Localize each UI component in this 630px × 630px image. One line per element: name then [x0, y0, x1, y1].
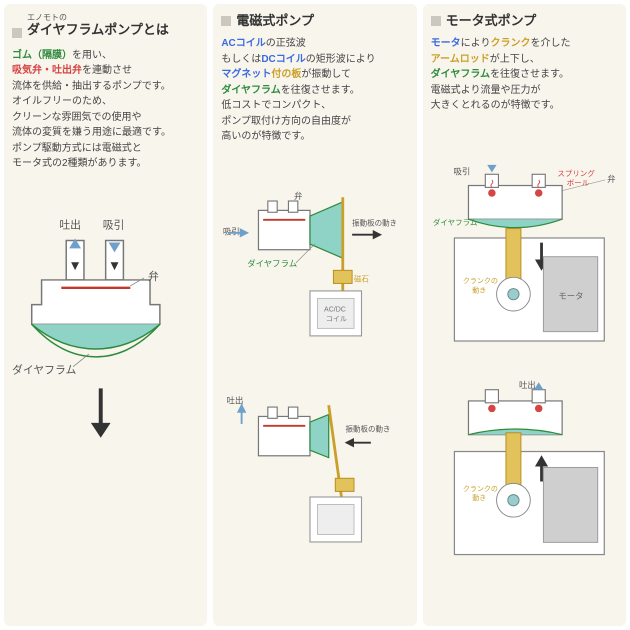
kw-armrod: アームロッド	[431, 54, 490, 65]
title: 電磁式ポンプ	[236, 14, 314, 28]
diagram-electromagnetic: 弁 吸引 ダイヤフラム 磁石	[221, 153, 408, 616]
kw-gum: ゴム（隔膜）	[12, 50, 72, 61]
kw-crank: クランク	[490, 38, 530, 49]
body-txt2: を連動させ 流体を供給・抽出するポンプです。 オイルフリーのため、 クリーンな雰…	[12, 65, 171, 169]
svg-text:コイル: コイル	[326, 315, 347, 323]
svg-text:モータ: モータ	[558, 291, 583, 301]
svg-text:AC/DC: AC/DC	[324, 306, 346, 313]
arrow-down-big-icon	[91, 422, 111, 437]
title-square-icon	[221, 16, 231, 26]
t3: が上下し、	[490, 54, 540, 65]
svg-text:磁石: 磁石	[354, 273, 369, 283]
magnet-block	[334, 270, 353, 283]
label-kyuin: 吸引	[103, 217, 125, 231]
pre-title: エノモトの	[27, 14, 169, 22]
svg-text:動き: 動き	[472, 493, 486, 502]
t2: の矩形波により	[306, 54, 376, 65]
t3: が振動して	[301, 69, 351, 80]
column-motor: モータ式ポンプ モータによりクランクを介した アームロッドが上下し、 ダイヤフラ…	[423, 4, 626, 626]
title-square-icon	[12, 28, 22, 38]
svg-text:クランクの: クランクの	[463, 485, 498, 493]
diagram-diaphragm-basic: 吐出 吸引 弁 ダイヤフラム	[12, 180, 199, 617]
kw-dccoil: DCコイル	[261, 54, 305, 65]
svg-text:スプリング: スプリング	[557, 168, 595, 178]
svg-text:吐出: 吐出	[519, 380, 536, 390]
svg-text:振動板の動き: 振動板の動き	[352, 217, 397, 227]
diaphragm-shape	[32, 324, 160, 349]
column-electromagnetic: 電磁式ポンプ ACコイルの正弦波 もしくはDCコイルの矩形波により マグネット付…	[213, 4, 416, 626]
kw-magnet: マグネット	[221, 69, 271, 80]
kw-diaphragm: ダイヤフラム	[431, 69, 490, 80]
label-valve: 弁	[148, 268, 159, 282]
diagram-motor: 吸引 スプリング ボール 弁 ダイヤフラム	[431, 122, 618, 616]
label-diaphragm: ダイヤフラム	[12, 362, 76, 376]
diaphragm-cone	[310, 202, 343, 258]
svg-text:弁: 弁	[294, 191, 302, 201]
column-diaphragm-intro: エノモトの ダイヤフラムポンプとは ゴム（隔膜）を用い、 吸気弁・吐出弁を連動さ…	[4, 4, 207, 626]
body-text: ゴム（隔膜）を用い、 吸気弁・吐出弁を連動させ 流体を供給・抽出するポンプです。…	[12, 48, 199, 172]
kw-valves: 吸気弁・吐出弁	[12, 65, 82, 76]
body-text: ACコイルの正弦波 もしくはDCコイルの矩形波により マグネット付の板が振動して…	[221, 36, 408, 145]
state-discharge: 吐出 振動板の動き	[227, 395, 391, 542]
svg-text:吐出: 吐出	[227, 395, 244, 405]
svg-text:弁: 弁	[607, 174, 615, 184]
svg-text:ボール: ボール	[566, 178, 589, 187]
kw-plate: 付の板	[271, 69, 301, 80]
svg-text:吸引: 吸引	[453, 166, 470, 176]
svg-text:動き: 動き	[472, 285, 486, 294]
title-row: エノモトの ダイヤフラムポンプとは	[12, 14, 199, 40]
kw-diaphragm: ダイヤフラム	[221, 85, 280, 96]
svg-text:ダイヤフラム: ダイヤフラム	[248, 258, 298, 268]
t1: により	[461, 38, 491, 49]
arm-rod	[506, 228, 521, 284]
label-toshutsu: 吐出	[59, 217, 81, 231]
body-txt1: を用い、	[72, 50, 112, 61]
state-discharge: 吐出 クランクの 動き	[454, 380, 604, 555]
body-text: モータによりクランクを介した アームロッドが上下し、 ダイヤフラムを往復させます…	[431, 36, 618, 114]
kw-accoil: ACコイル	[221, 38, 265, 49]
title-row: モータ式ポンプ	[431, 14, 618, 28]
svg-text:ダイヤフラム: ダイヤフラム	[433, 217, 477, 227]
svg-text:吸引: 吸引	[223, 227, 240, 237]
title: ダイヤフラムポンプとは	[27, 22, 169, 37]
svg-text:クランクの: クランクの	[463, 277, 498, 285]
state-suction: 弁 吸引 ダイヤフラム 磁石	[223, 191, 397, 336]
kw-motor: モータ	[431, 38, 461, 49]
title: モータ式ポンプ	[446, 14, 537, 28]
t2: を介した	[530, 38, 570, 49]
title-row: 電磁式ポンプ	[221, 14, 408, 28]
title-square-icon	[431, 16, 441, 26]
svg-text:振動板の動き: 振動板の動き	[346, 423, 391, 433]
state-suction: 吸引 スプリング ボール 弁 ダイヤフラム	[433, 165, 616, 341]
